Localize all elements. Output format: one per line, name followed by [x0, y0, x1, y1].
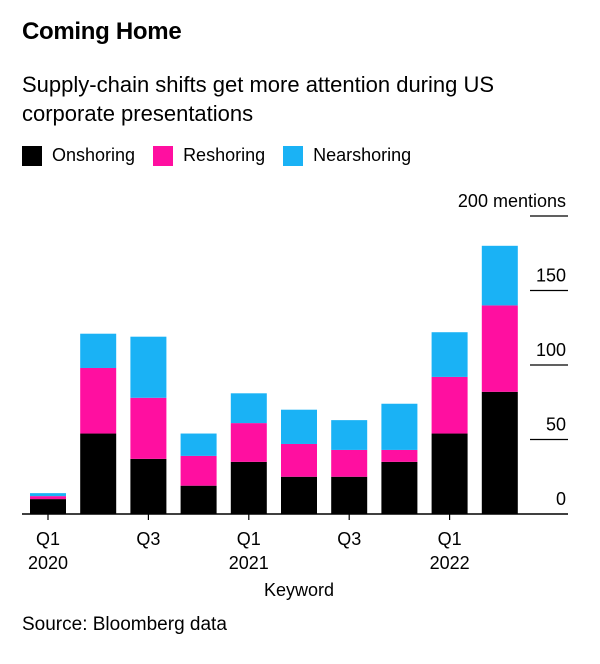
bar-onshoring-8	[381, 461, 418, 514]
bar-nearshoring-5	[230, 393, 267, 424]
x-axis-label: Keyword	[264, 580, 334, 600]
x-tick-label-2: Q3	[136, 529, 160, 549]
legend-item-onshoring: Onshoring	[22, 145, 135, 166]
y-tick-label-200: 200 mentions	[458, 191, 566, 211]
bar-reshoring-1	[30, 496, 66, 500]
bar-nearshoring-3	[130, 336, 167, 398]
bar-nearshoring-2	[80, 333, 117, 368]
bar-onshoring-7	[331, 476, 368, 514]
legend-item-nearshoring: Nearshoring	[283, 145, 411, 166]
bar-onshoring-4	[180, 485, 217, 514]
bar-onshoring-10	[481, 391, 518, 514]
y-tick-label-0: 0	[556, 489, 566, 509]
legend-label-reshoring: Reshoring	[183, 145, 266, 165]
bar-reshoring-7	[331, 449, 368, 477]
x-tick-year-4: 2021	[229, 553, 269, 573]
legend-swatch-reshoring	[153, 145, 174, 166]
bar-reshoring-5	[230, 423, 267, 462]
legend-item-reshoring: Reshoring	[153, 145, 265, 166]
bar-nearshoring-9	[431, 332, 468, 377]
bar-reshoring-6	[281, 443, 317, 477]
chart-title: Coming Home	[22, 18, 182, 45]
bar-nearshoring-7	[331, 420, 368, 450]
bar-reshoring-3	[130, 397, 167, 459]
legend-label-nearshoring: Nearshoring	[313, 145, 412, 165]
bar-onshoring-5	[230, 461, 267, 514]
bar-onshoring-9	[431, 433, 468, 514]
bar-nearshoring-10	[481, 245, 518, 306]
x-tick-year-8: 2022	[430, 553, 470, 573]
bar-reshoring-9	[431, 376, 468, 434]
legend-label-onshoring: Onshoring	[52, 145, 136, 165]
x-tick-year-0: 2020	[28, 553, 68, 573]
bar-onshoring-3	[130, 458, 167, 514]
x-tick-label-0: Q1	[36, 529, 60, 549]
bar-nearshoring-8	[381, 403, 418, 450]
bar-onshoring-6	[281, 476, 317, 514]
source-note: Source: Bloomberg data	[22, 614, 227, 635]
bar-onshoring-2	[80, 433, 117, 514]
y-tick-label-50: 50	[546, 415, 566, 435]
legend-swatch-nearshoring	[283, 145, 304, 166]
bar-nearshoring-6	[281, 409, 317, 444]
y-tick-label-100: 100	[536, 340, 566, 360]
bar-nearshoring-4	[180, 433, 217, 456]
bar-onshoring-1	[30, 499, 66, 514]
legend-swatch-onshoring	[22, 145, 42, 166]
x-tick-label-4: Q1	[237, 529, 261, 549]
x-tick-label-8: Q1	[438, 529, 462, 549]
bar-reshoring-2	[80, 367, 117, 434]
x-tick-label-6: Q3	[337, 529, 361, 549]
bar-reshoring-4	[180, 455, 217, 486]
bar-reshoring-8	[381, 449, 418, 462]
legend: Onshoring Reshoring Nearshoring	[22, 145, 429, 166]
bar-reshoring-10	[481, 305, 518, 392]
y-tick-label-150: 150	[536, 266, 566, 286]
bar-nearshoring-1	[30, 493, 66, 497]
chart-subtitle: Supply-chain shifts get more attention d…	[22, 72, 495, 126]
